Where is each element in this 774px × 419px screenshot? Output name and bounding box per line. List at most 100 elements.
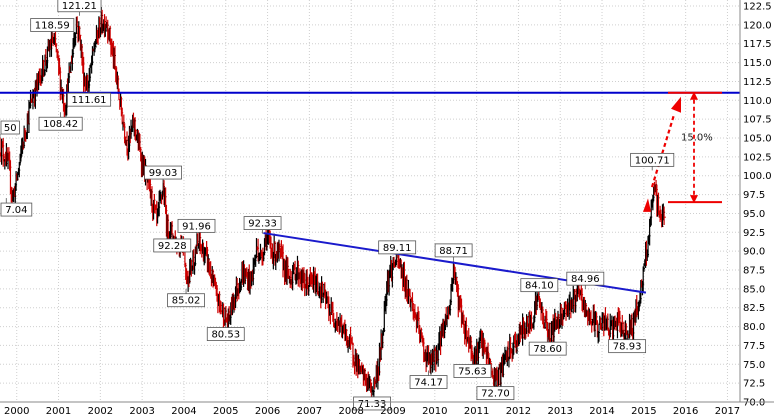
x-tick-label: 2000 [4, 406, 29, 417]
price-callout-box [520, 278, 559, 293]
price-callout-label: 80.53 [211, 330, 240, 341]
price-callout-box [144, 165, 182, 180]
price-callout-box [38, 116, 83, 131]
price-callout-label: 99.03 [149, 168, 178, 179]
y-tick-label: 85.0 [743, 284, 765, 295]
x-tick-label: 2011 [464, 406, 489, 417]
price-callout-box [378, 240, 417, 255]
x-tick-label: 2009 [380, 406, 405, 417]
price-callout: 78.93 [608, 334, 647, 354]
price-callout: 89.11 [378, 240, 417, 258]
grid-layer [0, 0, 740, 403]
price-callout-box [167, 293, 205, 308]
price-callout: 7.04 [0, 198, 33, 217]
price-callout-box [67, 92, 112, 107]
projection-measure-arrow-top [690, 91, 698, 100]
price-callout-label: 92.33 [248, 219, 277, 230]
projection-measure-arrow-bottom [690, 195, 698, 204]
price-callout: 75.63 [453, 359, 492, 378]
x-tick-label: 2004 [171, 406, 196, 417]
price-callout: 84.10 [520, 278, 559, 296]
y-tick-label: 120.0 [743, 20, 772, 31]
price-callout-label: 91.96 [182, 221, 211, 232]
y-tick-label: 115.0 [743, 58, 772, 69]
price-callout-box [206, 327, 245, 341]
price-callout: 84.96 [566, 271, 605, 290]
x-tick-label: 2008 [338, 406, 363, 417]
price-callout: 99.03 [144, 165, 182, 184]
price-callout: 92.28 [153, 233, 192, 253]
x-tick-label: 2005 [213, 406, 238, 417]
price-callout: 74.17 [409, 370, 448, 389]
x-tick-label: 2016 [673, 406, 698, 417]
x-tick-label: 2012 [506, 406, 531, 417]
price-callout-label: 74.17 [414, 378, 443, 389]
y-tick-label: 82.5 [743, 303, 765, 314]
price-callout: 100.71 [630, 152, 675, 171]
y-tick-label: 117.5 [743, 39, 772, 50]
x-tick-label: 2014 [589, 406, 614, 417]
x-tick-label: 2017 [715, 406, 740, 417]
y-tick-label: 102.5 [743, 152, 772, 163]
price-callout-box [30, 18, 75, 32]
price-callout-label: 85.02 [172, 296, 201, 307]
x-tick-label: 2013 [547, 406, 572, 417]
price-callout-box [409, 375, 448, 389]
price-callout-box [630, 152, 675, 167]
price-callout-label: 88.71 [439, 246, 468, 257]
y-tick-label: 75.0 [743, 360, 765, 371]
price-callout: 50 [0, 120, 20, 139]
y-tick-label: 72.5 [743, 379, 765, 390]
price-callout-box [153, 238, 192, 253]
price-bar [663, 206, 666, 225]
price-callout: 91.96 [177, 218, 216, 237]
projection-path-arrowhead [671, 96, 681, 113]
price-callout-box [528, 341, 567, 356]
y-tick-label: 122.5 [743, 2, 772, 13]
price-callout-label: 84.96 [571, 274, 600, 285]
price-callout: 78.60 [528, 337, 567, 356]
price-callout: 72.70 [476, 381, 515, 401]
price-callout: 80.53 [206, 322, 245, 341]
price-callout-label: 75.63 [458, 367, 487, 378]
x-tick-label: 2006 [255, 406, 280, 417]
price-callout-label: 78.60 [533, 344, 562, 355]
x-tick-label: 2002 [88, 406, 113, 417]
price-callout-label: 92.28 [158, 241, 187, 252]
price-callout-label: 71.33 [358, 399, 387, 410]
price-callout-box [453, 364, 492, 378]
y-tick-label: 107.5 [743, 115, 772, 126]
x-tick-label: 2015 [631, 406, 656, 417]
price-callout-box [476, 386, 515, 401]
price-callout-label: 108.42 [43, 119, 78, 130]
price-callout-label: 72.70 [481, 389, 510, 400]
price-callout: 85.02 [167, 288, 205, 308]
price-callout-box [0, 202, 33, 217]
price-callout-box [566, 271, 605, 286]
y-tick-label: 80.0 [743, 322, 765, 333]
price-callout-label: 78.93 [613, 342, 642, 353]
y-tick-label: 90.0 [743, 247, 765, 258]
price-callout-label: 84.10 [525, 281, 554, 292]
price-callout-label: 50 [4, 123, 17, 134]
price-callout: 111.61 [67, 88, 112, 107]
price-callout-box [353, 396, 391, 411]
y-tick-label: 100.0 [743, 171, 772, 182]
price-callout-label: 100.71 [635, 155, 670, 166]
price-callout: 108.42 [38, 112, 83, 131]
bars-layer [0, 7, 666, 401]
y-tick-label: 95.0 [743, 209, 765, 220]
x-tick-label: 2003 [129, 406, 154, 417]
price-callout-box [608, 339, 647, 354]
price-callout-label: 121.21 [62, 1, 97, 12]
price-callout: 88.71 [434, 243, 473, 261]
y-tick-label: 87.5 [743, 266, 765, 277]
x-tick-label: 2010 [422, 406, 447, 417]
x-tick-label: 2007 [297, 406, 322, 417]
y-tick-label: 112.5 [743, 77, 772, 88]
y-tick-label: 70.0 [743, 398, 765, 409]
y-tick-label: 110.0 [743, 96, 772, 107]
price-callout: 121.21 [57, 0, 102, 16]
